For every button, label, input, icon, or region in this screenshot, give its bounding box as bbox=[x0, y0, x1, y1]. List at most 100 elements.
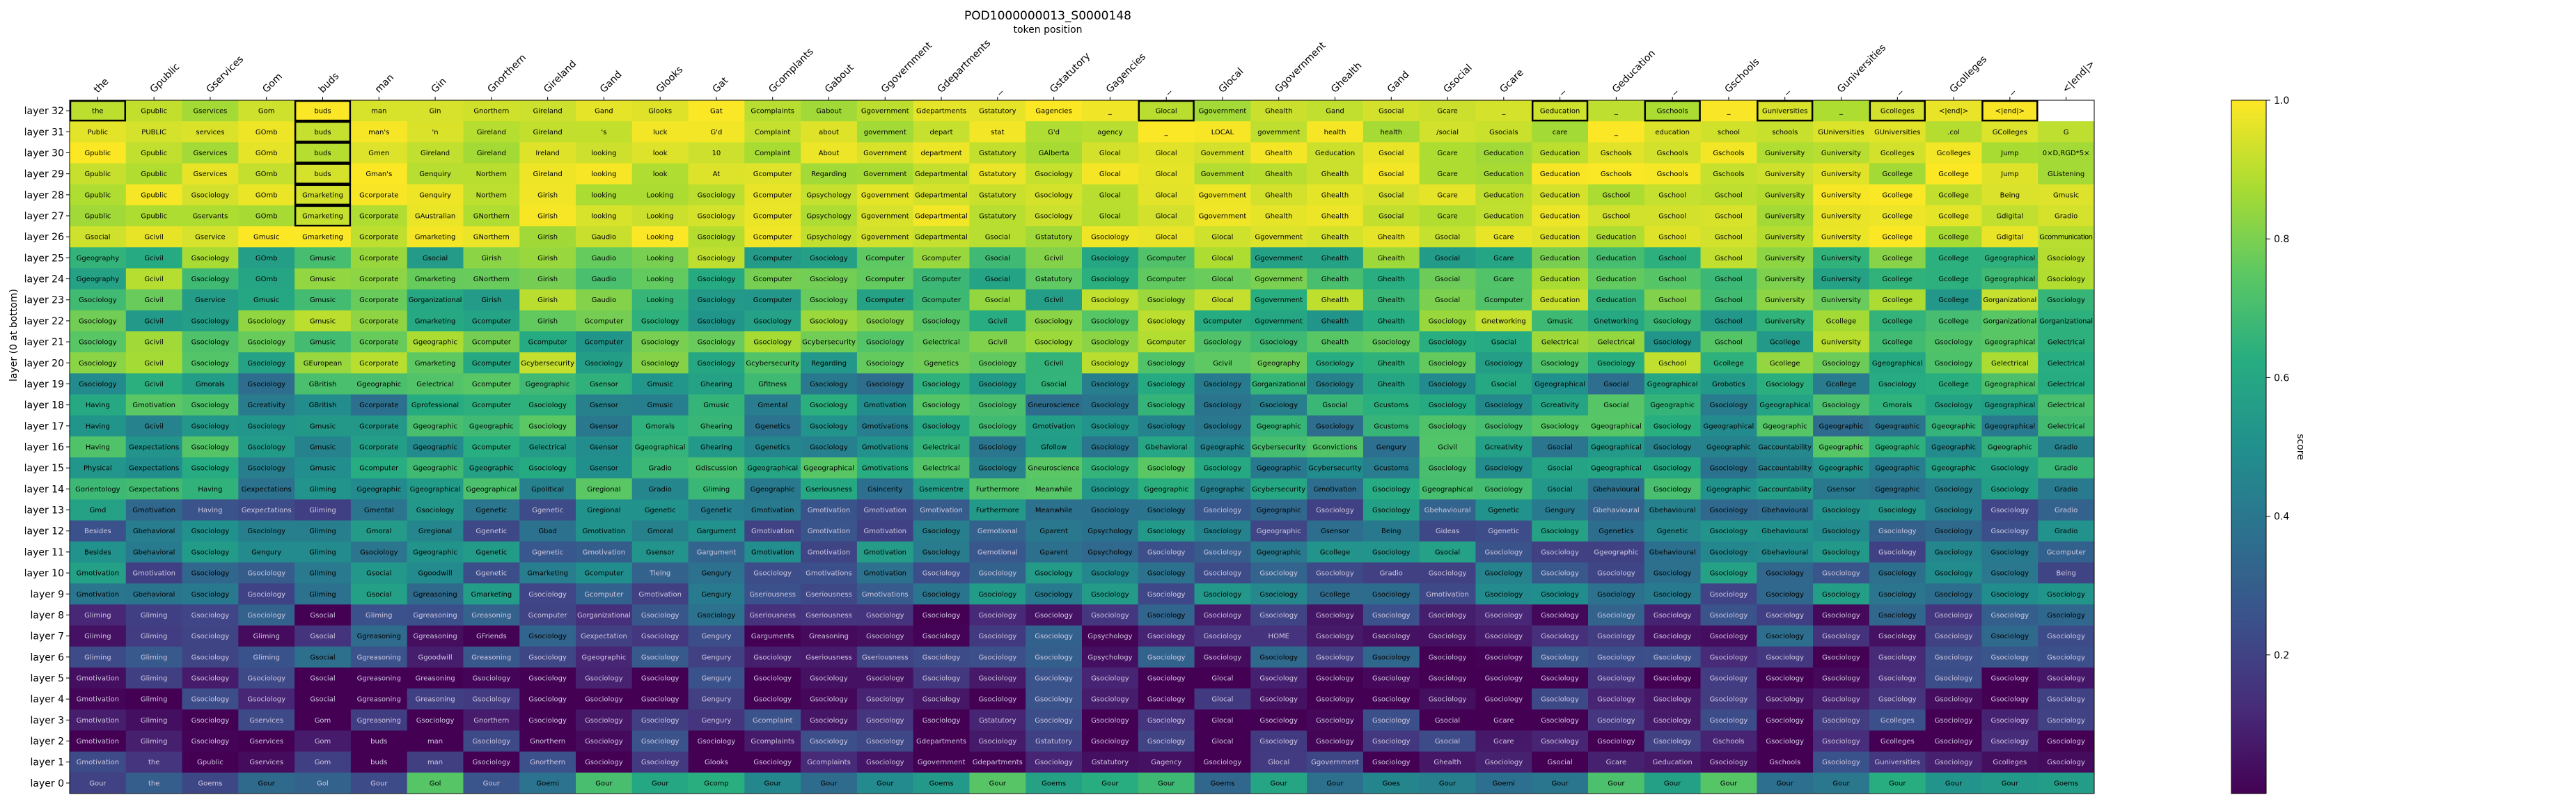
cell-label: Gcomputer bbox=[472, 444, 512, 452]
heatmap-cell bbox=[1813, 163, 1870, 185]
heatmap-cell bbox=[2038, 751, 2095, 773]
heatmap-cell bbox=[1757, 709, 1814, 731]
heatmap-cell bbox=[1138, 331, 1195, 353]
cell-label: Ggovernment bbox=[1311, 759, 1359, 766]
cell-label: Gsociology bbox=[1822, 654, 1860, 661]
heatmap-cell bbox=[1250, 751, 1307, 773]
heatmap-cell bbox=[1307, 583, 1364, 605]
x-tick-label: buds bbox=[317, 71, 341, 95]
cell-label: Gsensor bbox=[590, 381, 619, 388]
heatmap-cell bbox=[1419, 184, 1476, 206]
heatmap-cell bbox=[70, 709, 127, 731]
heatmap-cell bbox=[1925, 205, 1982, 227]
cell-label: Gradio bbox=[2055, 507, 2078, 514]
cell-label: Meanwhile bbox=[1035, 507, 1072, 514]
heatmap-cell bbox=[913, 121, 970, 143]
cell-label: Gsociology bbox=[247, 612, 285, 620]
cell-label: Gsociology bbox=[1878, 633, 1917, 640]
heatmap-cell bbox=[1082, 457, 1139, 479]
heatmap-cell bbox=[1869, 184, 1926, 206]
heatmap-cell bbox=[519, 667, 576, 689]
cell-label: man's bbox=[368, 129, 389, 136]
heatmap-cell bbox=[969, 373, 1026, 395]
heatmap-cell bbox=[238, 688, 295, 710]
x-tick-label: _ bbox=[1160, 84, 1172, 96]
cell-label: Gsociology bbox=[1091, 591, 1129, 599]
cell-label: Gsocial bbox=[1379, 171, 1404, 178]
cell-label: Gsociology bbox=[585, 759, 623, 766]
heatmap-cell bbox=[1362, 751, 1420, 773]
cell-label: Gsociology bbox=[1991, 612, 2029, 620]
heatmap-cell bbox=[2038, 268, 2095, 290]
cell-label: Gregional bbox=[418, 528, 452, 535]
heatmap-cell bbox=[1644, 310, 1701, 332]
heatmap-cell bbox=[463, 205, 520, 227]
heatmap-cell bbox=[1700, 310, 1757, 332]
heatmap-cell bbox=[1532, 646, 1589, 668]
heatmap-cell bbox=[744, 667, 801, 689]
heatmap-cell bbox=[294, 184, 352, 206]
cell-label: Gcollege bbox=[1882, 255, 1913, 262]
cell-label: Girish bbox=[537, 297, 558, 304]
cell-label: Gsociology bbox=[1541, 591, 1579, 599]
cell-label: Gcustoms bbox=[1374, 423, 1408, 430]
heatmap-cell bbox=[1925, 226, 1982, 248]
cell-label: /social bbox=[1436, 129, 1459, 136]
heatmap-cell bbox=[1362, 289, 1420, 311]
cell-label: Gsociology bbox=[1372, 738, 1411, 746]
heatmap-cell bbox=[182, 352, 239, 374]
heatmap-cell bbox=[294, 142, 352, 164]
heatmap-cell bbox=[1026, 520, 1083, 542]
cell-label: Gsociology bbox=[866, 317, 904, 325]
cell-label: Gpublic bbox=[141, 108, 167, 116]
heatmap-cell bbox=[1475, 226, 1532, 248]
cell-label: GNorthern bbox=[473, 234, 510, 242]
cell-label: Gpublic bbox=[84, 150, 111, 157]
heatmap-cell bbox=[1307, 604, 1364, 626]
cell-label: Geducation bbox=[1540, 255, 1580, 262]
cell-label: Gnorthern bbox=[530, 759, 565, 766]
heatmap-cell bbox=[1700, 457, 1757, 479]
heatmap-cell bbox=[1250, 142, 1307, 164]
heatmap-cell bbox=[1250, 478, 1307, 500]
cell-label: Gsociology bbox=[1597, 591, 1635, 599]
heatmap-cell bbox=[1644, 247, 1701, 269]
cell-label: Gsociology bbox=[1654, 612, 1692, 620]
cell-label: Gsociology bbox=[1654, 423, 1692, 430]
heatmap-cell bbox=[913, 289, 970, 311]
heatmap-cell bbox=[519, 268, 576, 290]
cell-label: Gsocial bbox=[985, 297, 1010, 304]
heatmap-cell bbox=[70, 646, 127, 668]
cell-label: Gsociology bbox=[810, 423, 848, 430]
heatmap-cell bbox=[182, 289, 239, 311]
heatmap-cell bbox=[631, 667, 689, 689]
cell-label: Gsociology bbox=[1035, 570, 1073, 578]
cell-label: Ggeographical bbox=[1984, 423, 2035, 430]
heatmap-cell bbox=[1475, 331, 1532, 353]
cell-label: Gcomputer bbox=[359, 465, 399, 473]
cell-label: Gsociology bbox=[1485, 465, 1523, 473]
cell-label: Gsociology bbox=[866, 612, 904, 620]
heatmap-cell bbox=[519, 604, 576, 626]
cell-label: looking bbox=[591, 171, 616, 178]
heatmap-cell bbox=[1307, 709, 1364, 731]
cell-label: Gliming bbox=[253, 633, 280, 640]
cell-label: GUniversities bbox=[1874, 129, 1920, 136]
heatmap-cell bbox=[1532, 667, 1589, 689]
cell-label: Gsociology bbox=[585, 360, 623, 368]
cell-label: Gsociology bbox=[1035, 591, 1073, 599]
cell-label: Gsociology bbox=[922, 654, 961, 661]
heatmap-cell bbox=[463, 646, 520, 668]
heatmap-cell bbox=[801, 667, 858, 689]
cell-label: Gliming bbox=[703, 486, 730, 494]
cell-label: Gour bbox=[1608, 780, 1625, 787]
cell-label: Gcare bbox=[1493, 717, 1514, 725]
cell-label: Gschools bbox=[1657, 150, 1688, 157]
heatmap-cell bbox=[350, 541, 408, 563]
cell-label: Gsociology bbox=[473, 696, 511, 704]
cell-label: Gpsychology bbox=[806, 234, 851, 242]
heatmap-cell bbox=[1419, 373, 1476, 395]
heatmap-cell bbox=[70, 205, 127, 227]
heatmap-cell bbox=[1138, 100, 1195, 122]
cell-label: department bbox=[920, 150, 961, 157]
